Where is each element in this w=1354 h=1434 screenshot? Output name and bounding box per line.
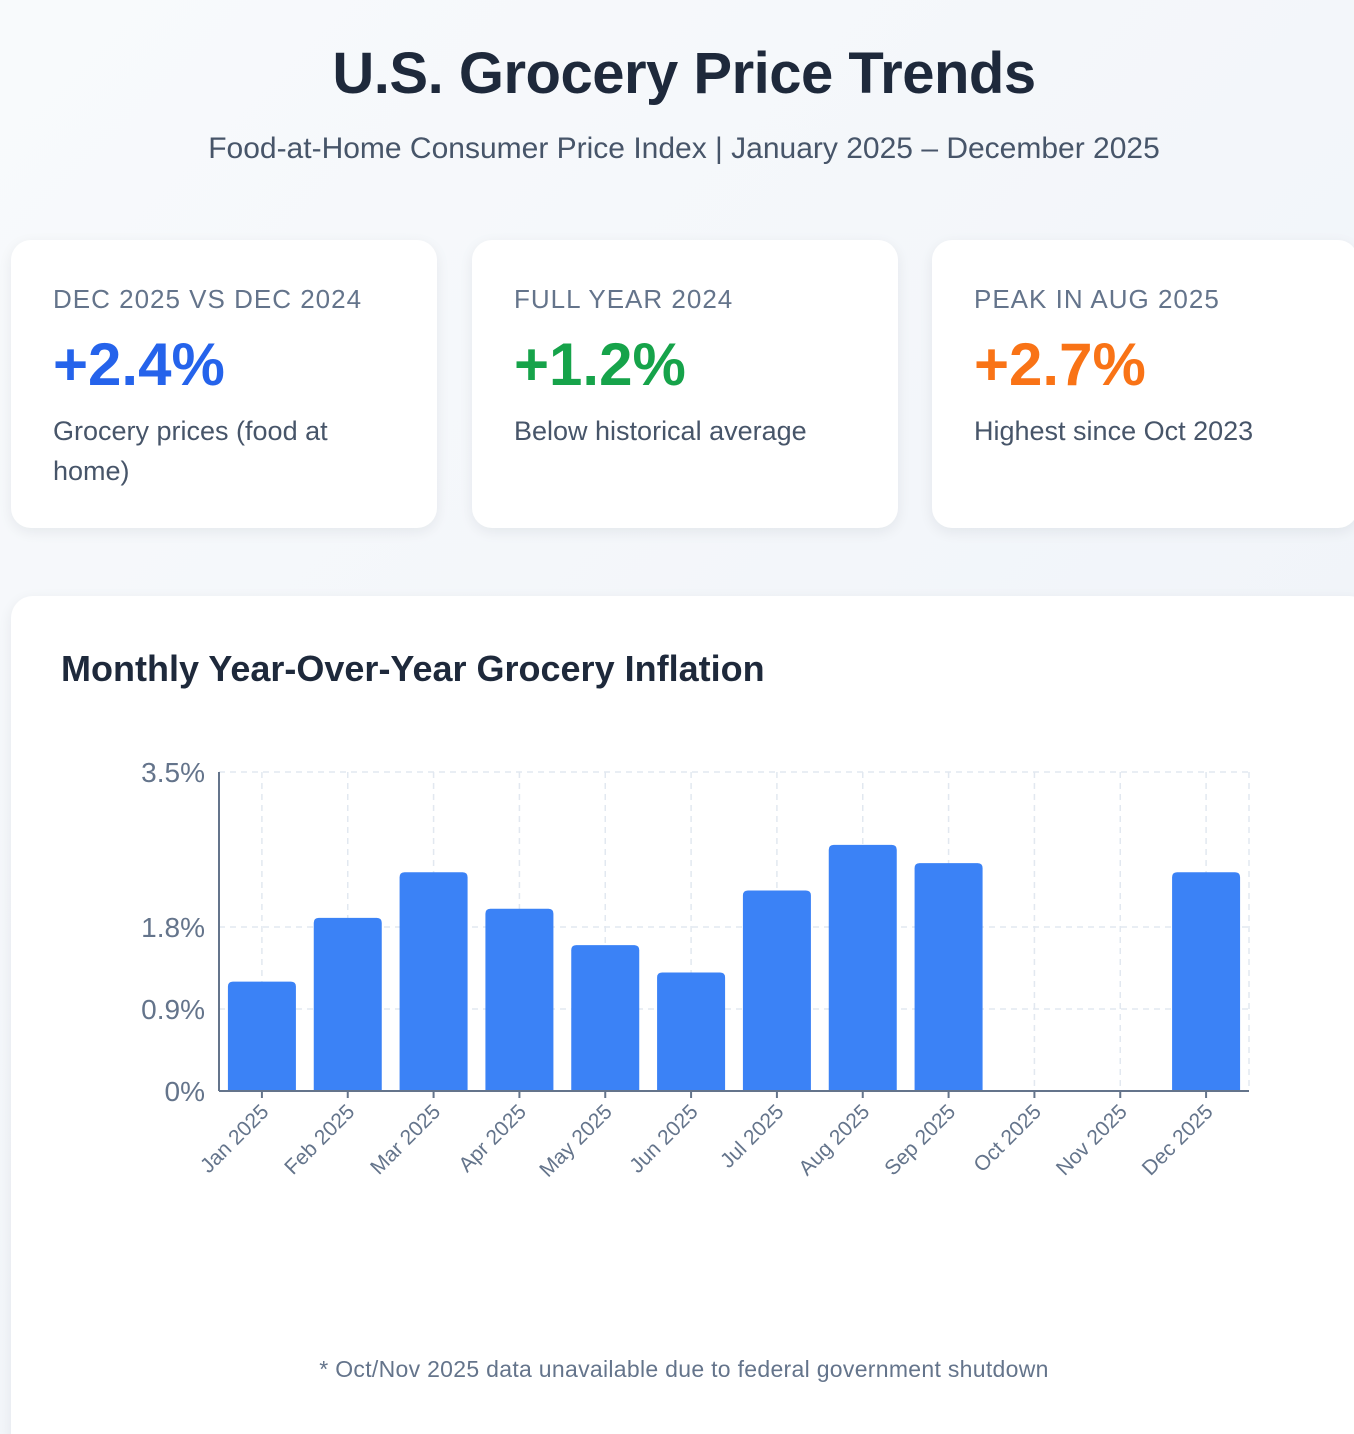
bar-jan-2025	[227, 981, 296, 1091]
bar-dec-2025	[1172, 872, 1241, 1091]
bar-aug-2025	[828, 844, 897, 1091]
chart-footnote: * Oct/Nov 2025 data unavailable due to f…	[319, 1356, 1049, 1382]
stat-card-description: Below historical average	[514, 416, 807, 446]
y-tick-label: 0%	[165, 1076, 205, 1107]
y-tick-label: 1.8%	[141, 912, 205, 943]
stat-card-label: Dec 2025 vs Dec 2024	[53, 284, 363, 314]
bar-feb-2025	[313, 917, 382, 1091]
bar-mar-2025	[399, 872, 468, 1091]
stat-card-value: +2.4%	[53, 331, 225, 398]
bar-jul-2025	[742, 890, 811, 1091]
x-tick-label: Mar 2025	[366, 1100, 445, 1179]
x-tick-label: Sep 2025	[880, 1100, 960, 1180]
bar-jun-2025	[657, 972, 726, 1091]
bar-may-2025	[571, 945, 640, 1091]
y-tick-label: 0.9%	[141, 994, 205, 1025]
x-tick-label: Dec 2025	[1138, 1100, 1218, 1180]
stat-card-description: Grocery prices (food at home)	[53, 416, 328, 486]
x-tick-label: Nov 2025	[1052, 1100, 1132, 1180]
x-tick-label: Jan 2025	[196, 1100, 273, 1177]
x-tick-label: Jul 2025	[716, 1100, 788, 1172]
chart-card: Monthly Year-Over-Year Grocery Inflation…	[11, 596, 1354, 1434]
chart-title: Monthly Year-Over-Year Grocery Inflation	[61, 648, 765, 689]
stat-card-value: +2.7%	[974, 331, 1146, 398]
x-tick-label: Feb 2025	[280, 1100, 359, 1179]
stat-card-peak: Peak in Aug 2025 +2.7% Highest since Oct…	[932, 240, 1354, 528]
y-tick-label: 3.5%	[141, 757, 205, 788]
bar-apr-2025	[485, 908, 554, 1091]
stat-card-description: Highest since Oct 2023	[974, 416, 1254, 446]
x-tick-label: Apr 2025	[454, 1100, 531, 1177]
page-subtitle: Food-at-Home Consumer Price Index | Janu…	[208, 132, 1160, 165]
stat-card-label: Peak in Aug 2025	[974, 284, 1220, 314]
stat-card-dec-vs-dec: Dec 2025 vs Dec 2024 +2.4% Grocery price…	[11, 240, 437, 528]
x-tick-label: Aug 2025	[794, 1100, 874, 1180]
x-tick-label: May 2025	[535, 1100, 616, 1181]
x-tick-label: Oct 2025	[969, 1100, 1046, 1177]
bar-chart: 0% 0.9% 1.8% 3.5% Jan 2025 Feb 2025 Mar 2025 Ap…	[141, 757, 1250, 1182]
stat-card-label: Full Year 2024	[514, 284, 734, 314]
bar-sep-2025	[914, 863, 983, 1091]
stat-card-full-year-2024: Full Year 2024 +1.2% Below historical av…	[472, 240, 898, 528]
page-title: U.S. Grocery Price Trends	[332, 41, 1036, 106]
stat-card-value: +1.2%	[514, 331, 686, 398]
x-tick-label: Jun 2025	[625, 1100, 702, 1177]
